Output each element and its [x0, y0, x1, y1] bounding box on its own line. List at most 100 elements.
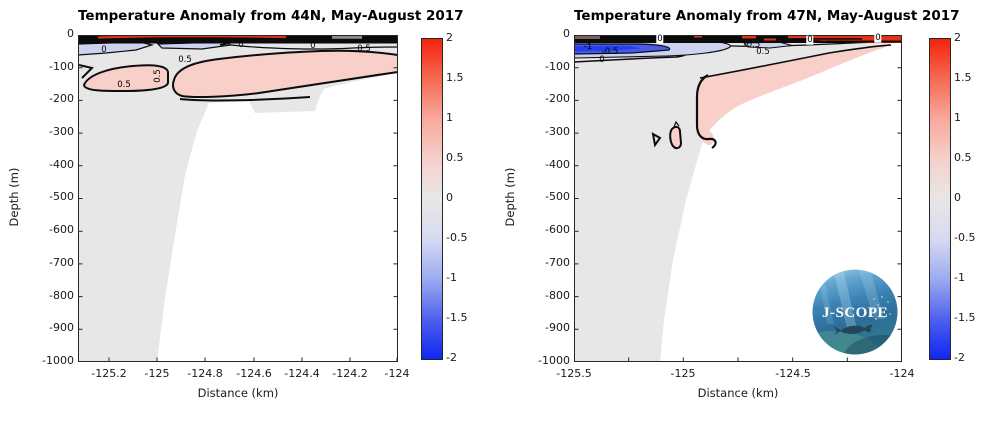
contour-label: 0	[599, 54, 605, 65]
left-colorbar	[421, 38, 443, 360]
y-tick-label: -400	[49, 158, 74, 171]
y-tick-label: -500	[49, 190, 74, 203]
y-tick-label: -1000	[42, 354, 74, 367]
x-tick-label: -125	[144, 367, 170, 380]
right-surface-dark-sliver	[574, 36, 600, 39]
left-y-ticks-right	[393, 67, 398, 330]
colorbar-tick-label: 1	[446, 111, 453, 124]
y-tick-label: -1000	[538, 354, 570, 367]
logo-fish-tail	[834, 326, 841, 335]
left-axis-hook-contour	[78, 64, 94, 79]
y-tick-label: -700	[49, 256, 74, 269]
y-tick-label: -900	[49, 321, 74, 334]
contour-label: -0.5	[601, 46, 619, 57]
contour-label: 0	[656, 33, 664, 44]
colorbar-tick-label: -1	[954, 271, 965, 284]
colorbar-tick-label: 0.5	[446, 151, 464, 164]
logo-light-ray	[832, 269, 857, 329]
logo-fish-silhouette	[840, 324, 873, 334]
y-tick-label: -200	[545, 92, 570, 105]
right-hot-patch-stripe	[792, 38, 862, 40]
contour-label: 0.5	[357, 43, 371, 54]
left-warm-closed-cell	[82, 64, 169, 93]
colorbar-tick-label: 2	[954, 31, 961, 44]
jscope-logo: J-SCOPE	[812, 269, 898, 355]
y-tick-label: 0	[563, 27, 570, 40]
colorbar-tick-label: 0.5	[954, 151, 972, 164]
right-coolest-core	[574, 46, 641, 52]
x-tick-label: -125	[670, 367, 696, 380]
left-surface-band	[78, 35, 398, 44]
contour-label: 0	[310, 40, 316, 51]
contour-label: 0	[806, 34, 814, 45]
right-x-axis-title: Distance (km)	[697, 386, 779, 400]
left-surface-gray-dash	[332, 36, 362, 39]
right-surface-hot-dash	[694, 35, 702, 38]
contour-label: 0.5	[117, 79, 131, 90]
y-tick-label: -800	[49, 289, 74, 302]
colorbar-tick-label: 2	[446, 31, 453, 44]
left-y-ticks	[78, 67, 83, 330]
left-plot-area	[77, 35, 399, 362]
right-plot-title: Temperature Anomaly from 47N, May-August…	[574, 8, 960, 24]
colorbar-tick-label: -1.5	[954, 311, 976, 324]
right-contour-plot	[573, 35, 902, 362]
left-zero-contour-shallow	[230, 44, 399, 50]
y-tick-label: -600	[49, 223, 74, 236]
contour-label: 0.5	[178, 54, 192, 65]
right-neutral-gray-region	[574, 35, 902, 362]
right-bold-half-contour	[695, 74, 717, 149]
x-tick-label: -124.2	[332, 367, 368, 380]
left-x-ticks	[108, 357, 398, 362]
x-tick-label: -124.4	[284, 367, 320, 380]
y-tick-label: -300	[49, 125, 74, 138]
logo-deep-shadow	[842, 335, 898, 355]
x-tick-label: -124.8	[187, 367, 223, 380]
colorbar-tick-label: -0.5	[446, 231, 468, 244]
right-plot-area: J-SCOPE	[573, 35, 902, 362]
contour-label: -1	[583, 41, 593, 52]
left-contour-plot	[77, 35, 399, 362]
colorbar-tick-label: -2	[954, 351, 965, 364]
colorbar-tick-label: -2	[446, 351, 457, 364]
colorbar-tick-label: -0.5	[954, 231, 976, 244]
colorbar-tick-label: 1.5	[954, 71, 972, 84]
colorbar-tick-label: 0	[446, 191, 453, 204]
right-small-cell-spike	[673, 120, 680, 128]
left-plot-title: Temperature Anomaly from 44N, May-August…	[78, 8, 464, 24]
y-tick-label: 0	[67, 27, 74, 40]
contour-label: 0	[874, 32, 882, 43]
x-tick-label: -125.5	[556, 367, 592, 380]
right-y-ticks-right	[897, 67, 902, 330]
logo-fish-school-specks	[871, 296, 891, 320]
contour-label: 0	[101, 44, 107, 55]
y-tick-label: -100	[545, 60, 570, 73]
colorbar-tick-label: 0	[954, 191, 961, 204]
y-tick-label: -200	[49, 92, 74, 105]
x-tick-label: -125.2	[91, 367, 127, 380]
right-small-closed-cell-a	[651, 132, 662, 148]
colorbar-tick-label: -1	[446, 271, 457, 284]
colorbar-tick-label: 1	[954, 111, 961, 124]
contour-label: -0.5	[743, 39, 761, 50]
right-surface-hot-dash	[764, 38, 776, 41]
jscope-logo-image: J-SCOPE	[812, 269, 898, 355]
y-tick-label: -300	[545, 125, 570, 138]
x-tick-label: -124	[889, 367, 915, 380]
contour-label: 0	[238, 39, 244, 50]
colorbar-tick-label: 1.5	[446, 71, 464, 84]
left-zero-contour-deep	[179, 96, 311, 102]
y-tick-label: -700	[545, 256, 570, 269]
left-surface-hot-streak	[97, 35, 287, 39]
right-y-ticks	[574, 67, 579, 330]
x-tick-label: -124.5	[775, 367, 811, 380]
x-tick-label: -124	[384, 367, 410, 380]
right-y-axis-title: Depth (m)	[503, 167, 517, 227]
left-y-axis-title: Depth (m)	[7, 167, 21, 227]
left-neutral-gray-region	[78, 35, 398, 362]
colorbar-tick-label: -1.5	[446, 311, 468, 324]
right-surface-band	[574, 35, 902, 43]
contour-label: 0.5	[756, 46, 770, 57]
y-tick-label: -600	[545, 223, 570, 236]
right-surface-hot-dash	[742, 36, 756, 39]
